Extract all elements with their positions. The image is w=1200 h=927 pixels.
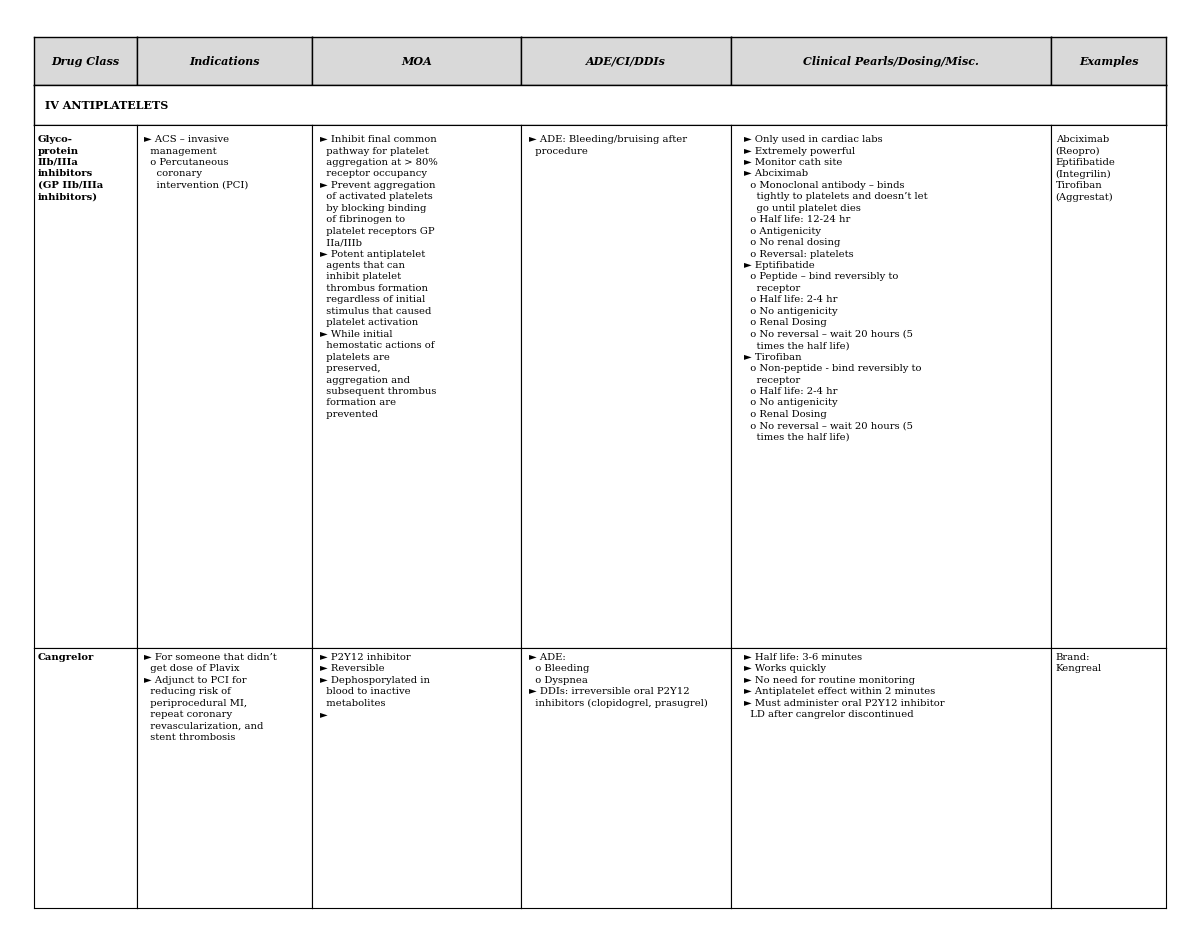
- Text: Examples: Examples: [1079, 56, 1139, 67]
- Text: ► Only used in cardiac labs
► Extremely powerful
► Monitor cath site
► Abciximab: ► Only used in cardiac labs ► Extremely …: [744, 135, 928, 442]
- Text: Clinical Pearls/Dosing/Misc.: Clinical Pearls/Dosing/Misc.: [803, 56, 979, 67]
- Text: ADE/CI/DDIs: ADE/CI/DDIs: [586, 56, 666, 67]
- Text: ► P2Y12 inhibitor
► Reversible
► Dephosporylated in
  blood to inactive
  metabo: ► P2Y12 inhibitor ► Reversible ► Dephosp…: [320, 653, 430, 719]
- Text: ► ACS – invasive
  management
  o Percutaneous
    coronary
    intervention (PC: ► ACS – invasive management o Percutaneo…: [144, 135, 248, 190]
- Text: ► Inhibit final common
  pathway for platelet
  aggregation at > 80%
  receptor : ► Inhibit final common pathway for plate…: [320, 135, 438, 419]
- Text: MOA: MOA: [401, 56, 432, 67]
- Text: ► For someone that didn’t
  get dose of Plavix
► Adjunct to PCI for
  reducing r: ► For someone that didn’t get dose of Pl…: [144, 653, 277, 743]
- Text: ► Half life: 3-6 minutes
► Works quickly
► No need for routine monitoring
► Anti: ► Half life: 3-6 minutes ► Works quickly…: [744, 653, 944, 719]
- Text: Indications: Indications: [190, 56, 259, 67]
- Text: IV ANTIPLATELETS: IV ANTIPLATELETS: [44, 99, 168, 110]
- Text: Drug Class: Drug Class: [52, 56, 120, 67]
- Text: Abciximab
(Reopro)
Eptifibatide
(Integrilin)
Tirofiban
(Aggrestat): Abciximab (Reopro) Eptifibatide (Integri…: [1056, 135, 1116, 202]
- Text: ► ADE:
  o Bleeding
  o Dyspnea
► DDIs: irreversible oral P2Y12
  inhibitors (cl: ► ADE: o Bleeding o Dyspnea ► DDIs: irre…: [529, 653, 708, 708]
- Text: Glyco-
protein
IIb/IIIa
inhibitors
(GP IIb/IIIa
inhibitors): Glyco- protein IIb/IIIa inhibitors (GP I…: [37, 135, 103, 201]
- Text: Cangrelor: Cangrelor: [37, 653, 94, 662]
- Text: ► ADE: Bleeding/bruising after
  procedure: ► ADE: Bleeding/bruising after procedure: [529, 135, 688, 156]
- Text: Brand:
Kengreal: Brand: Kengreal: [1056, 653, 1102, 673]
